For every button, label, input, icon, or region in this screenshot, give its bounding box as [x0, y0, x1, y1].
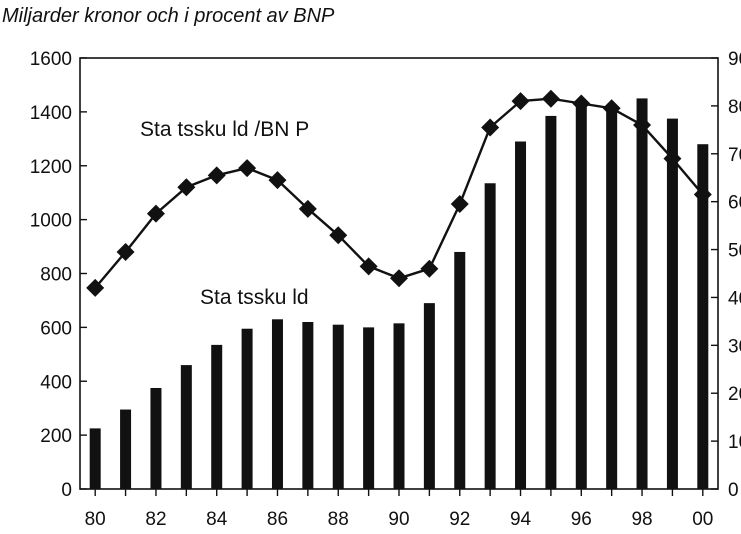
bar	[120, 409, 132, 489]
y-right-tick-label: 0	[728, 480, 739, 501]
line-series-label: Sta tssku ld /BN P	[140, 118, 309, 141]
y-left-tick-label: 0	[61, 480, 72, 501]
line-point	[329, 226, 348, 245]
bar	[302, 321, 314, 489]
bar	[180, 365, 192, 489]
line-point	[390, 269, 408, 288]
x-tick-label: 92	[449, 509, 470, 530]
y-right-tick-label: 60	[728, 193, 741, 214]
x-tick-label: 88	[328, 509, 349, 530]
line-point	[238, 159, 257, 178]
bar	[636, 98, 648, 489]
x-tick-label: 80	[85, 509, 106, 530]
bar	[515, 141, 527, 489]
bar	[454, 251, 466, 489]
line-point	[693, 185, 712, 204]
x-tick-label: 00	[692, 509, 713, 530]
y-left-tick-label: 1400	[30, 103, 72, 124]
bar	[484, 183, 496, 489]
y-left-tick-label: 800	[40, 265, 72, 286]
bar	[423, 303, 435, 489]
line-point	[602, 99, 621, 118]
y-left-tick-label: 1600	[30, 49, 72, 70]
bar	[393, 323, 405, 489]
y-left-tick-label: 200	[40, 426, 72, 447]
line-point	[633, 116, 652, 135]
line-point	[116, 242, 135, 261]
bar	[271, 319, 283, 489]
x-tick-label: 96	[571, 509, 592, 530]
x-tick-label: 84	[206, 509, 228, 530]
bar	[89, 428, 101, 489]
line-point	[450, 195, 469, 214]
bar	[666, 118, 678, 489]
y-left-tick-label: 1000	[30, 211, 72, 232]
line-point	[663, 149, 682, 168]
line-point	[572, 94, 591, 113]
chart-subtitle: Miljarder kronor och i procent av BNP	[2, 5, 335, 27]
line-series	[86, 89, 712, 297]
y-right-tick-label: 20	[728, 384, 741, 405]
y-right-tick-label: 80	[728, 97, 741, 118]
y-left-tick-label: 600	[40, 318, 72, 339]
line-point	[298, 199, 317, 218]
y-right-tick-label: 90	[728, 49, 741, 70]
line-point	[541, 89, 560, 108]
bar	[363, 327, 375, 489]
x-tick-label: 90	[388, 509, 409, 530]
y-right-tick-label: 10	[728, 432, 741, 453]
y-right-tick-label: 30	[728, 336, 741, 357]
line-point	[86, 278, 105, 297]
bar	[545, 115, 557, 490]
bar	[697, 144, 709, 489]
bar	[241, 328, 253, 489]
line-point	[146, 204, 165, 223]
y-right-tick-label: 40	[728, 288, 741, 309]
line-point	[511, 92, 530, 111]
bar-series-label: Sta tssku ld	[200, 286, 309, 309]
line-point	[268, 171, 287, 190]
line-point	[420, 259, 439, 278]
tick-labels: 0 200 400 600 800 1000 1200 1400 1600 0 10 20 30 40 50…	[30, 49, 741, 530]
bar-series	[89, 98, 709, 490]
bar	[332, 324, 344, 489]
y-right-tick-label: 50	[728, 241, 741, 262]
y-left-tick-label: 1200	[30, 157, 72, 178]
bar	[150, 387, 162, 489]
line-point	[359, 257, 378, 276]
y-right-tick-label: 70	[728, 145, 741, 166]
x-tick-label: 94	[510, 509, 532, 530]
x-tick-label: 98	[631, 509, 652, 530]
x-tick-label: 86	[267, 509, 288, 530]
x-tick-label: 82	[145, 509, 166, 530]
line-point	[177, 178, 196, 197]
bar	[606, 109, 618, 490]
line-point	[207, 166, 226, 185]
bar	[211, 344, 223, 489]
bar	[575, 101, 587, 489]
y-left-tick-label: 400	[40, 372, 72, 393]
line-point	[481, 118, 500, 137]
